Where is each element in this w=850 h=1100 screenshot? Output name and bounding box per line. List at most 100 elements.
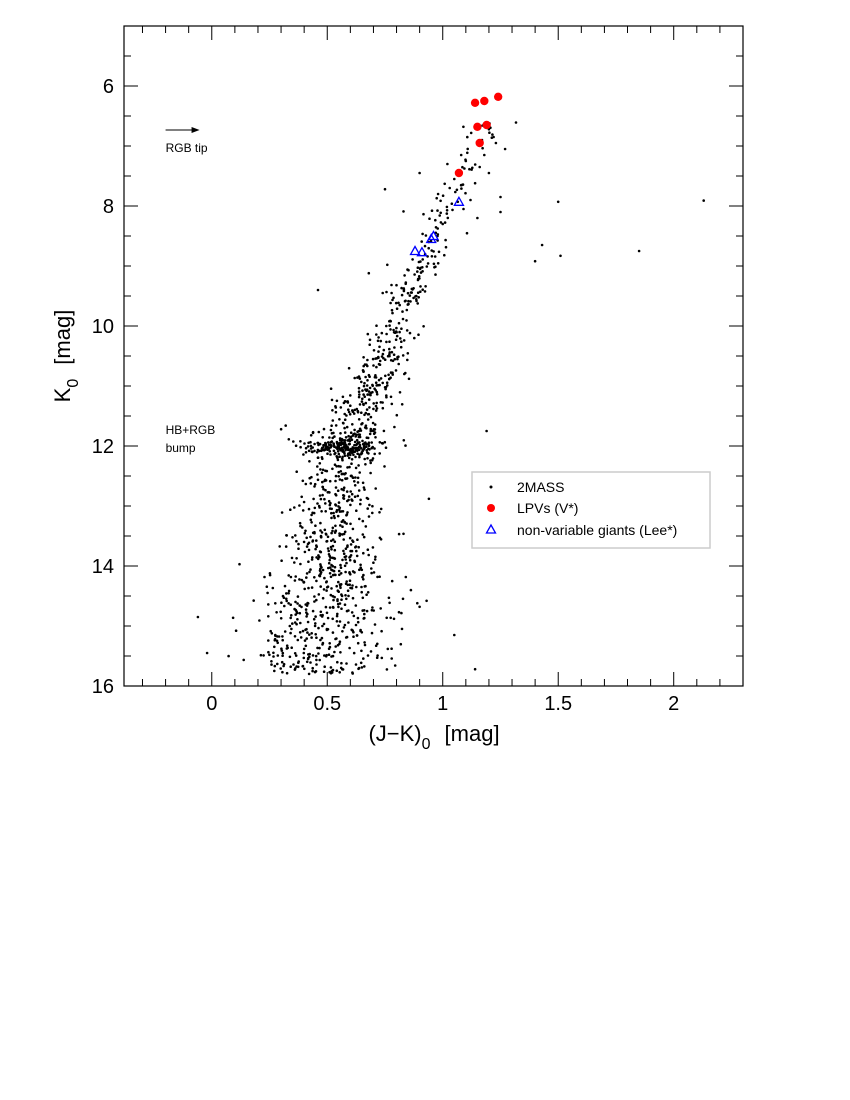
point-2mass bbox=[426, 262, 430, 265]
point-2mass bbox=[368, 386, 372, 390]
x-tick-label: 2 bbox=[668, 693, 679, 715]
point-2mass bbox=[389, 301, 392, 305]
point-2mass bbox=[371, 504, 374, 508]
point-2mass bbox=[354, 663, 358, 666]
point-2mass bbox=[374, 381, 378, 385]
point-2mass bbox=[353, 440, 357, 444]
point-2mass bbox=[378, 575, 381, 578]
y-tick-label: 6 bbox=[103, 76, 114, 98]
point-2mass bbox=[366, 418, 370, 421]
point-2mass bbox=[238, 562, 241, 566]
point-2mass bbox=[381, 381, 385, 385]
point-2mass bbox=[196, 615, 200, 619]
point-2mass bbox=[355, 509, 358, 512]
point-2mass bbox=[392, 331, 396, 334]
series-lpv-points bbox=[454, 92, 503, 178]
point-2mass bbox=[279, 617, 283, 620]
point-2mass bbox=[331, 526, 335, 530]
point-2mass bbox=[330, 587, 333, 590]
point-2mass bbox=[268, 653, 271, 657]
point-2mass bbox=[290, 627, 293, 631]
point-2mass bbox=[397, 610, 401, 614]
point-2mass bbox=[348, 583, 352, 586]
point-2mass bbox=[353, 484, 357, 487]
point-2mass bbox=[304, 603, 308, 606]
point-2mass bbox=[485, 429, 488, 433]
point-2mass bbox=[388, 347, 391, 351]
point-2mass bbox=[368, 406, 371, 409]
point-2mass bbox=[383, 386, 387, 389]
point-2mass bbox=[307, 507, 311, 511]
point-2mass bbox=[339, 432, 342, 435]
point-2mass bbox=[390, 402, 394, 406]
point-2mass bbox=[385, 616, 389, 620]
point-2mass bbox=[329, 387, 333, 391]
point-2mass bbox=[454, 190, 457, 194]
point-2mass bbox=[374, 487, 378, 490]
point-2mass bbox=[328, 436, 331, 439]
point-2mass bbox=[359, 498, 362, 502]
point-2mass bbox=[288, 624, 292, 628]
point-2mass bbox=[398, 303, 402, 307]
point-2mass bbox=[343, 564, 347, 568]
point-2mass bbox=[407, 299, 410, 303]
point-2mass bbox=[316, 465, 319, 468]
point-2mass bbox=[422, 212, 425, 216]
point-2mass bbox=[328, 566, 332, 569]
point-2mass bbox=[334, 529, 338, 532]
point-2mass bbox=[411, 258, 414, 261]
point-2mass bbox=[293, 621, 297, 624]
point-2mass bbox=[312, 497, 315, 501]
point-2mass bbox=[416, 291, 420, 295]
point-2mass bbox=[320, 531, 324, 534]
point-2mass bbox=[357, 395, 361, 399]
point-2mass bbox=[319, 614, 323, 617]
point-2mass bbox=[326, 585, 330, 588]
point-2mass bbox=[366, 507, 370, 510]
point-2mass bbox=[374, 376, 378, 379]
point-2mass bbox=[358, 568, 361, 572]
point-2mass bbox=[349, 503, 352, 507]
point-2mass bbox=[321, 493, 324, 497]
point-2mass bbox=[258, 619, 261, 622]
point-2mass bbox=[340, 437, 344, 441]
point-2mass bbox=[385, 290, 388, 294]
point-2mass bbox=[314, 654, 318, 658]
point-2mass bbox=[356, 616, 360, 620]
point-2mass bbox=[290, 614, 293, 617]
point-2mass bbox=[346, 400, 350, 403]
point-2mass bbox=[284, 545, 288, 548]
point-2mass bbox=[347, 452, 350, 456]
point-2mass bbox=[294, 608, 298, 612]
point-2mass bbox=[316, 646, 319, 650]
point-2mass bbox=[328, 558, 332, 562]
point-2mass bbox=[305, 615, 308, 618]
point-2mass bbox=[343, 520, 347, 524]
annotation-arrow-head bbox=[191, 127, 200, 133]
point-2mass bbox=[289, 508, 292, 512]
point-2mass bbox=[333, 548, 337, 552]
point-2mass bbox=[341, 630, 344, 633]
point-2mass bbox=[332, 449, 336, 453]
point-2mass bbox=[375, 656, 379, 659]
point-2mass bbox=[322, 670, 326, 673]
x-tick-label: 0.5 bbox=[313, 693, 341, 715]
point-2mass bbox=[299, 445, 302, 449]
point-2mass bbox=[310, 558, 314, 561]
point-2mass bbox=[460, 187, 463, 190]
point-2mass bbox=[262, 654, 265, 657]
point-2mass bbox=[373, 447, 376, 450]
point-2mass bbox=[300, 578, 304, 582]
point-2mass bbox=[430, 249, 434, 252]
x-axis-title: (J−K)0 [mag] bbox=[368, 721, 499, 753]
tick-labels: 0 0.5 1 1.5 2 6 8 10 12 14 16 bbox=[92, 76, 680, 715]
point-2mass bbox=[391, 311, 394, 315]
point-2mass bbox=[342, 401, 346, 405]
point-2mass bbox=[355, 443, 358, 447]
point-2mass bbox=[375, 393, 379, 396]
point-2mass bbox=[372, 561, 375, 564]
point-2mass bbox=[273, 669, 276, 673]
point-2mass bbox=[298, 631, 302, 634]
point-2mass bbox=[337, 580, 340, 584]
point-2mass bbox=[304, 451, 308, 454]
